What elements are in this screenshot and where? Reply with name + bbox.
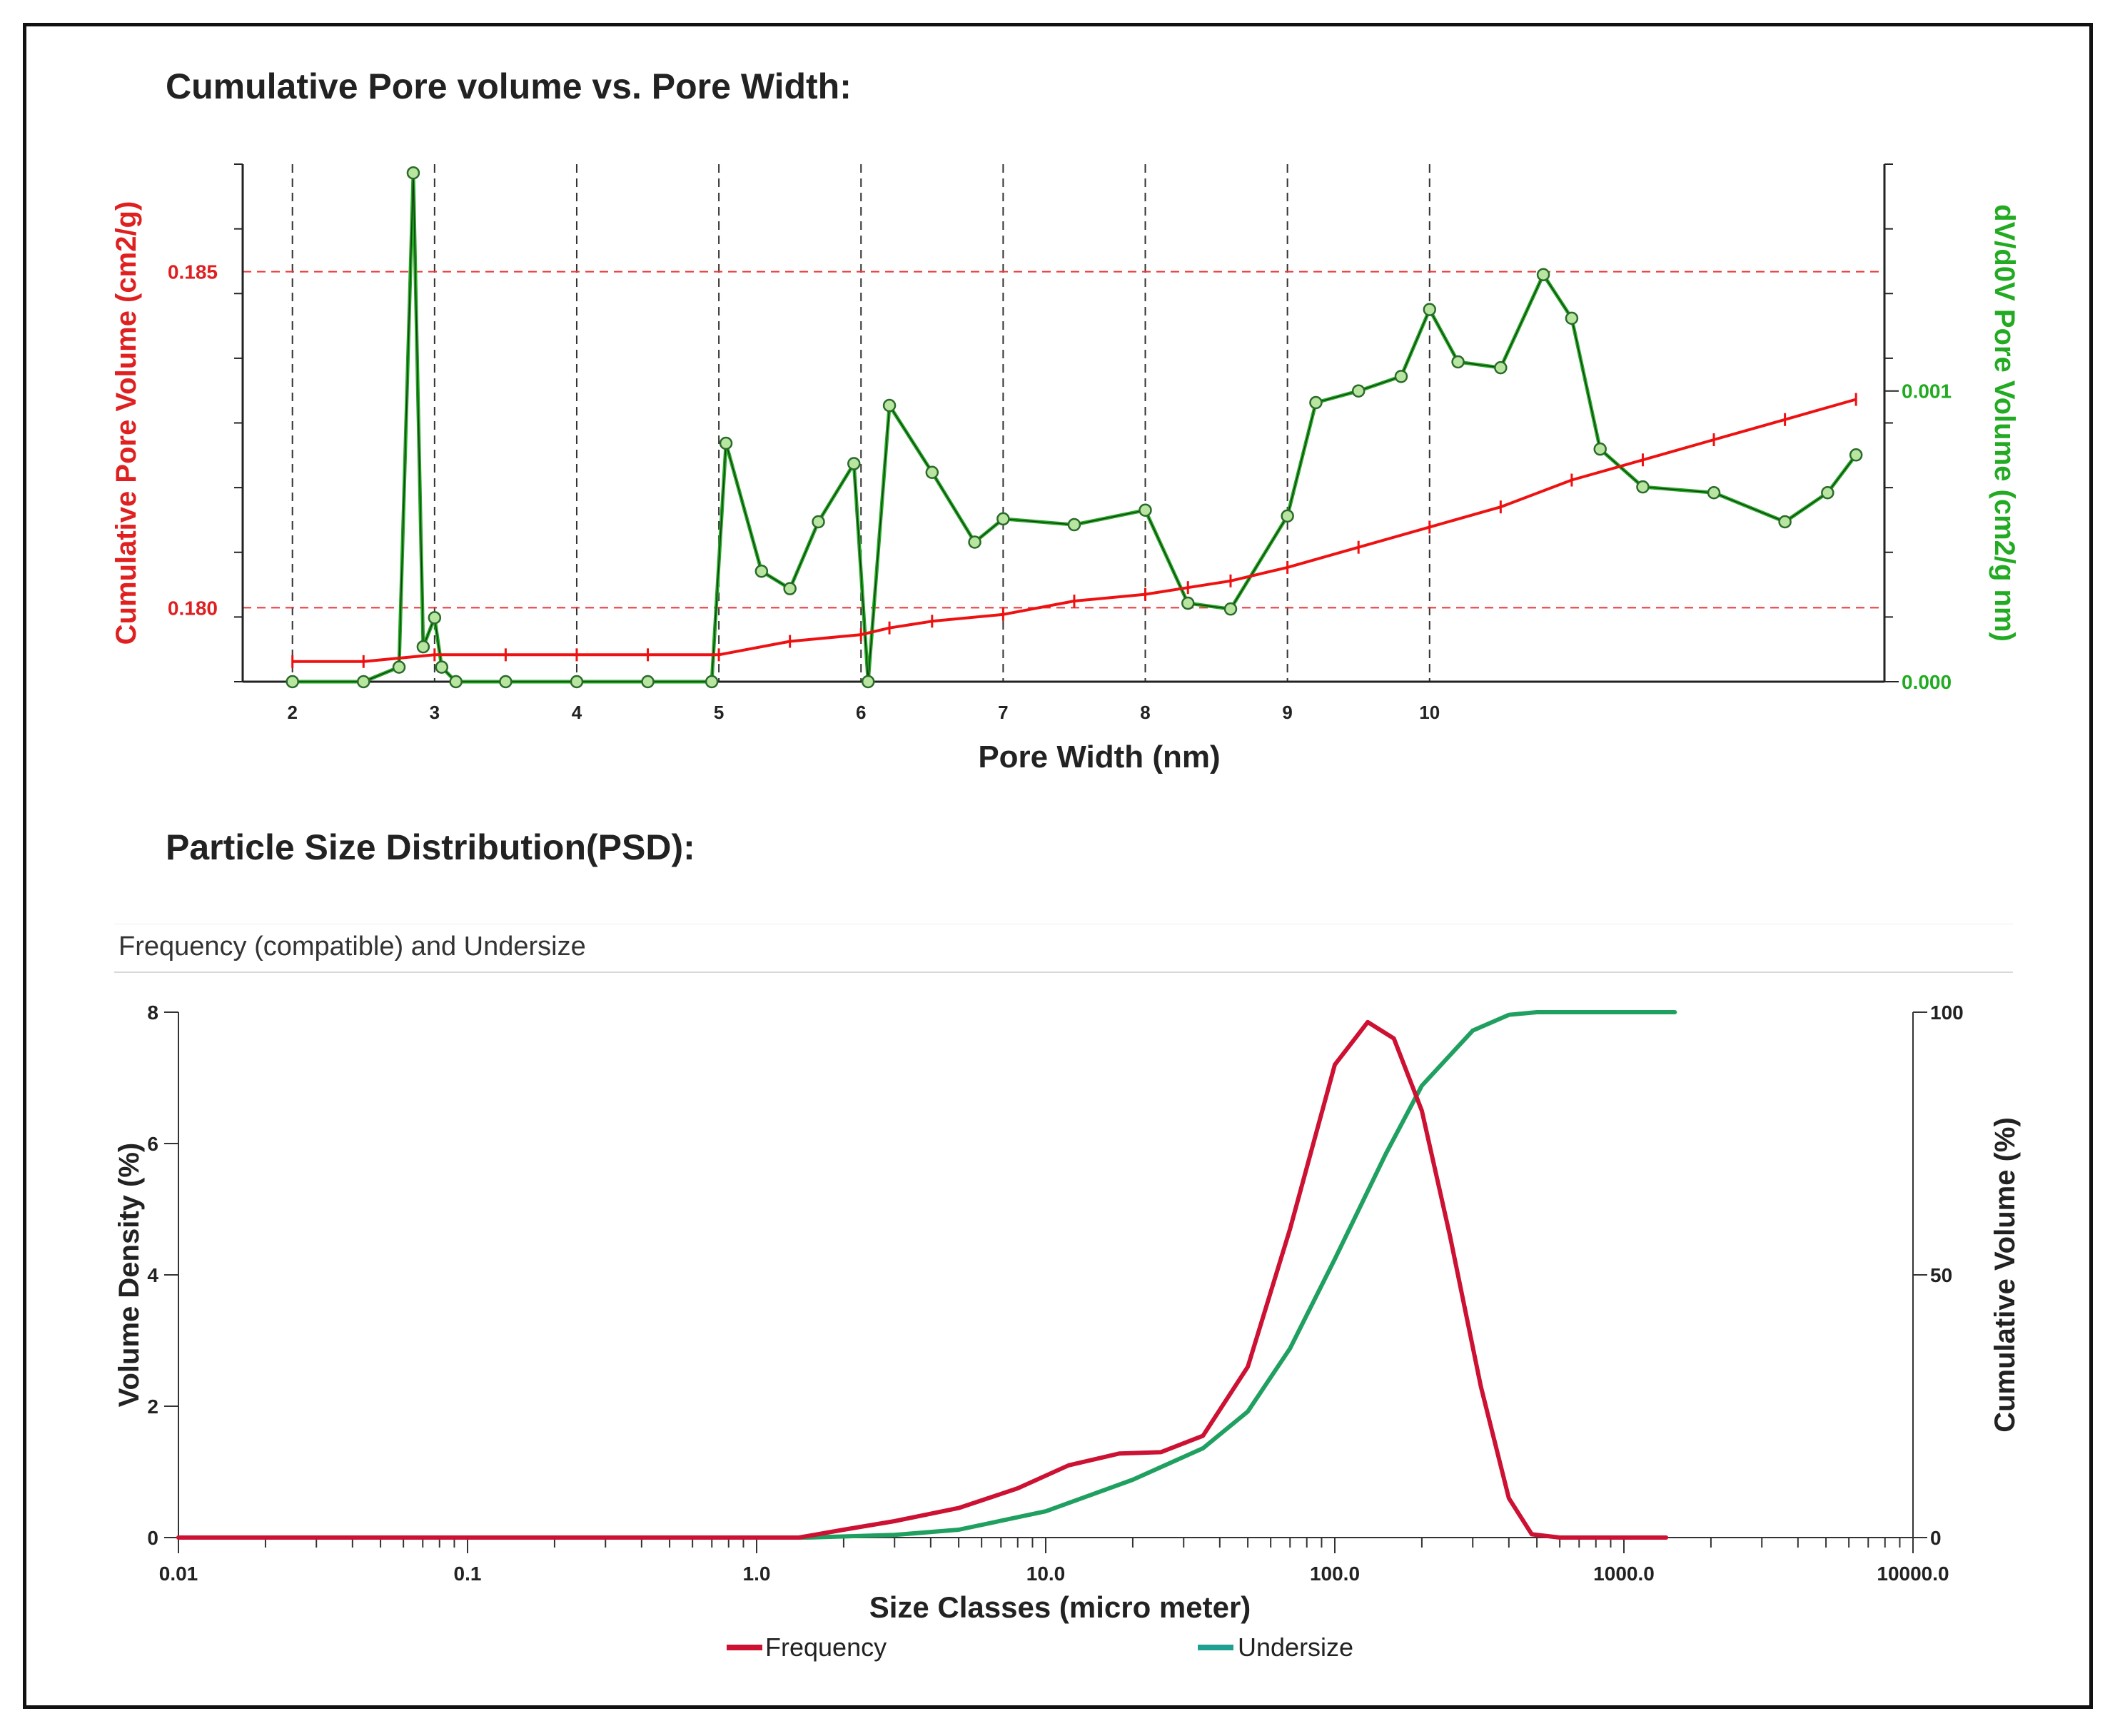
pore-dv-point [406, 166, 420, 180]
figure-frame [23, 23, 2093, 1709]
psd-y-left-tick-label: 2 [147, 1396, 158, 1418]
pore-dv-point [499, 675, 513, 689]
pore-dv-point [1351, 384, 1366, 398]
psd-y-right-tick-label: 0 [1930, 1527, 1942, 1549]
pore-dv-point [1821, 486, 1834, 500]
pore-dv-point [1636, 480, 1650, 494]
pore-dv-point [882, 398, 897, 413]
psd-x-tick-label: 1.0 [743, 1563, 771, 1585]
pore-dv-point [1309, 395, 1323, 410]
psd-y-left-tick-label: 0 [147, 1527, 158, 1549]
psd-x-tick-label: 10000.0 [1877, 1563, 1949, 1585]
pore-dv-point [1778, 515, 1792, 529]
pore-dv-point [1423, 303, 1437, 316]
pore-dv-point [1223, 602, 1238, 616]
psd-y-left-axis-title: Volume Density (%) [113, 1143, 145, 1407]
pore-y-right-axis-title: dV/d0V Pore Volume (cm2/g nm) [1989, 204, 2020, 642]
pore-dv-point [286, 675, 299, 689]
pore-section-title: Cumulative Pore volume vs. Pore Width: [166, 66, 852, 106]
pore-x-tick-label: 2 [287, 702, 297, 723]
pore-y-left-axis-title: Cumulative Pore Volume (cm2/g) [111, 201, 142, 645]
psd-y-left-tick-label: 8 [147, 1001, 158, 1024]
pore-dv-point [1067, 518, 1081, 532]
pore-dv-point [754, 564, 769, 578]
pore-dv-point [968, 535, 981, 549]
psd-y-right-axis-title: Cumulative Volume (%) [1989, 1117, 2021, 1433]
psd-x-tick-label: 1000.0 [1593, 1563, 1655, 1585]
pore-dv-point [1451, 355, 1465, 369]
pore-dv-point [812, 515, 825, 529]
pore-x-tick-label: 7 [998, 702, 1008, 723]
psd-y-right-tick-label: 100 [1930, 1001, 1964, 1024]
pore-x-tick-label: 10 [1419, 702, 1440, 723]
pore-x-tick-label: 3 [430, 702, 440, 723]
psd-x-axis-title: Size Classes (micro meter) [869, 1590, 1251, 1624]
pore-dv-point [783, 582, 797, 595]
pore-dv-point [1536, 268, 1550, 282]
pore-dv-point [1181, 596, 1195, 610]
pore-dv-point [435, 660, 449, 674]
pore-chart: 2 3 4 5 6 7 8 9 10 0.180 0.185 0.000 0.001 Pore Width… [111, 163, 2020, 774]
pore-y-left-tick-label: 0.180 [168, 597, 218, 619]
pore-dv-point [719, 436, 733, 450]
pore-y-right-tick-label: 0.000 [1902, 671, 1952, 693]
pore-dv-point [847, 457, 861, 470]
pore-dv-point [392, 660, 406, 674]
pore-dv-point [1139, 503, 1152, 517]
psd-y-left-tick-label: 6 [147, 1133, 158, 1155]
psd-legend-frequency-label: Frequency [765, 1632, 887, 1662]
pore-y-left-tick-label: 0.185 [168, 261, 218, 283]
psd-chart-header-label: Frequency (compatible) and Undersize [118, 932, 586, 962]
pore-dv-point [1281, 509, 1294, 523]
psd-x-tick-label: 0.1 [454, 1563, 482, 1585]
psd-undersize-series-line [176, 1010, 1677, 1540]
pore-y-right-tick-label: 0.001 [1902, 380, 1952, 403]
pore-dv-point [570, 675, 584, 689]
pore-dv-point [861, 675, 875, 689]
pore-dv-point [357, 675, 370, 689]
psd-chart: 0 2 4 6 8 0 50 100 0.01 0.1 1.0 10.0 100.0 1000.0 1000… [113, 1001, 2021, 1662]
pore-dv-point [416, 640, 430, 654]
pore-dv-point [1394, 370, 1408, 383]
pore-dv-point [1565, 311, 1579, 326]
pore-dv-point [449, 675, 463, 689]
pore-dv-point [1707, 486, 1721, 500]
psd-y-right-tick-label: 50 [1930, 1264, 1952, 1286]
pore-dv-point [1593, 442, 1607, 456]
pore-x-axis-title: Pore Width (nm) [978, 740, 1220, 774]
psd-section-title: Particle Size Distribution(PSD): [166, 827, 695, 867]
pore-dv-point [428, 611, 442, 625]
pore-dv-point [996, 512, 1010, 526]
pore-x-tick-label: 6 [856, 702, 866, 723]
psd-x-tick-label: 100.0 [1310, 1563, 1360, 1585]
pore-x-tick-label: 4 [572, 702, 582, 723]
psd-x-tick-label: 10.0 [1026, 1563, 1066, 1585]
psd-legend-undersize-label: Undersize [1238, 1632, 1353, 1662]
psd-frequency-series-line [176, 1019, 1669, 1540]
psd-x-tick-label: 0.01 [159, 1563, 198, 1585]
pore-dv-point [1849, 448, 1863, 462]
pore-dv-point [925, 465, 939, 479]
pore-dv-point [1494, 360, 1508, 375]
pore-dv-point [641, 675, 655, 689]
pore-x-tick-label: 5 [714, 702, 724, 723]
pore-x-tick-label: 9 [1282, 702, 1292, 723]
psd-chart-header: Frequency (compatible) and Undersize [114, 924, 2013, 973]
pore-x-tick-label: 8 [1140, 702, 1150, 723]
pore-dv-point [705, 675, 719, 689]
psd-y-left-tick-label: 4 [147, 1264, 158, 1286]
